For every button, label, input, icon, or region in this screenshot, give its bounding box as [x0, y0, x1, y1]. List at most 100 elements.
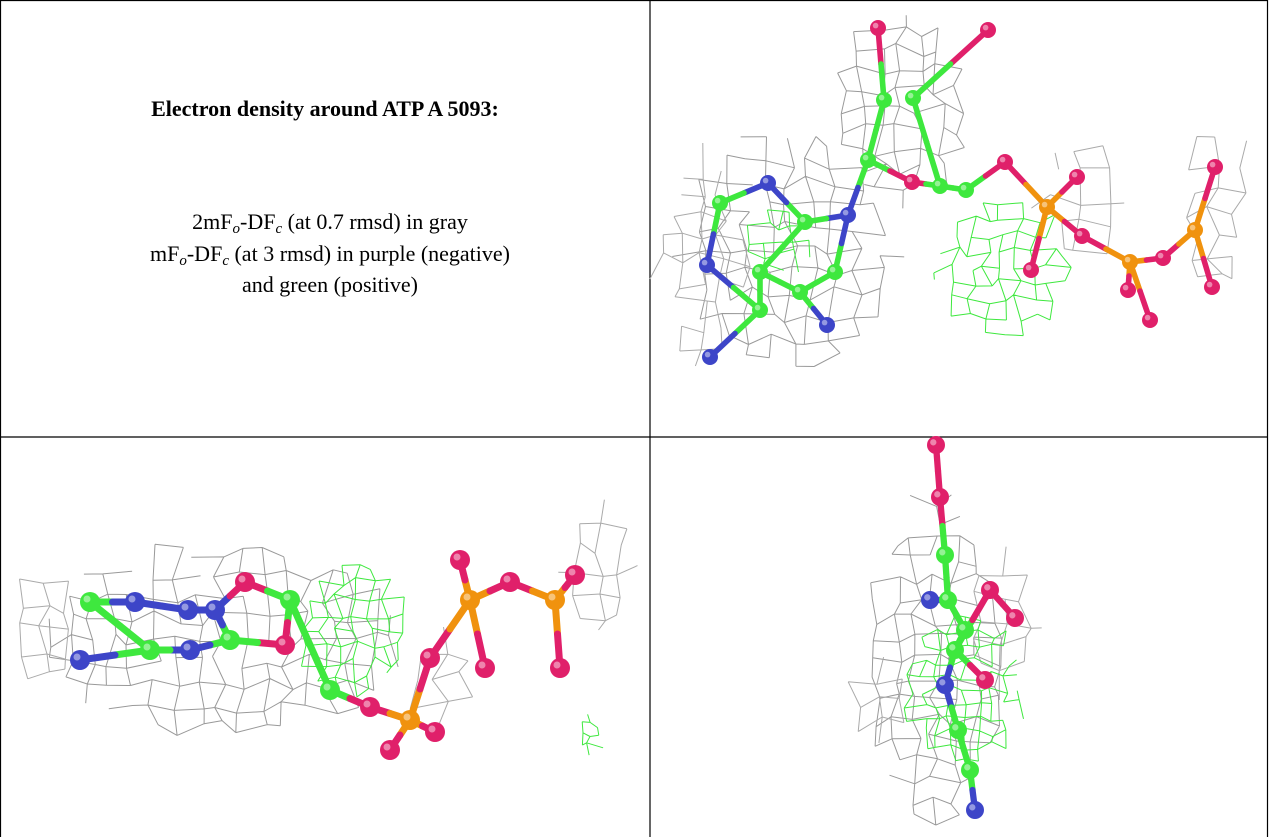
atom [997, 154, 1013, 170]
atom-highlight [1009, 612, 1015, 618]
atom [936, 546, 954, 564]
atom [275, 635, 295, 655]
atom-highlight [549, 594, 556, 601]
atom [1207, 159, 1223, 175]
atom-highlight [404, 714, 411, 721]
atom-highlight [795, 287, 801, 293]
atom-highlight [284, 594, 291, 601]
legend-line: mFo-DFc (at 3 rmsd) in purple (negative) [0, 238, 660, 270]
table-grid [0, 0, 1276, 837]
atom [550, 658, 570, 678]
atom-highlight [755, 267, 761, 273]
atom-highlight [961, 185, 967, 191]
atom [946, 641, 964, 659]
atom-highlight [1077, 231, 1083, 237]
atom-highlight [429, 726, 436, 733]
subscript: o [179, 253, 187, 269]
atom [931, 488, 949, 506]
atom [205, 600, 225, 620]
atom [905, 90, 921, 106]
atom-highlight [1026, 265, 1032, 271]
atom-highlight [182, 604, 189, 611]
density-mesh [558, 500, 637, 630]
atom-highlight [1042, 202, 1048, 208]
atom-highlight [1072, 172, 1078, 178]
atom-highlight [129, 596, 136, 603]
atom [178, 600, 198, 620]
atom-highlight [942, 594, 948, 600]
atom-highlight [879, 95, 885, 101]
atom-highlight [184, 644, 191, 651]
atom [1039, 199, 1055, 215]
atom-highlight [1158, 253, 1164, 259]
atom-highlight [74, 654, 81, 661]
atom-highlight [424, 652, 431, 659]
atom [235, 572, 255, 592]
atom [1187, 222, 1203, 238]
atom [792, 284, 808, 300]
atom [819, 317, 835, 333]
molecule-images [20, 15, 1247, 825]
atom-highlight [755, 305, 761, 311]
text: 2mF [192, 209, 232, 234]
atom [752, 264, 768, 280]
atom [425, 722, 445, 742]
atom [545, 590, 565, 610]
atom-highlight [324, 684, 331, 691]
atom [980, 22, 996, 38]
atom [958, 182, 974, 198]
atom-highlight [934, 491, 940, 497]
atom [904, 174, 920, 190]
atom-highlight [930, 439, 936, 445]
subscript: o [233, 221, 241, 237]
atom-highlight [715, 198, 721, 204]
atom-highlight [959, 624, 965, 630]
atom [860, 152, 876, 168]
atom [320, 680, 340, 700]
text: mF [150, 241, 179, 266]
atom-highlight [224, 634, 231, 641]
legend-line: 2mFo-DFc (at 0.7 rmsd) in gray [0, 206, 660, 238]
atom-highlight [843, 210, 849, 216]
atom [876, 92, 892, 108]
atom [380, 740, 400, 760]
atom [360, 697, 380, 717]
atom [927, 436, 945, 454]
text: (at 0.7 rmsd) in gray [282, 209, 468, 234]
text: (at 3 rmsd) in purple (negative) [229, 241, 510, 266]
atom-highlight [863, 155, 869, 161]
atom-highlight [1123, 285, 1129, 291]
atom-highlight [464, 594, 471, 601]
atom [1155, 250, 1171, 266]
atom [280, 590, 300, 610]
atom [699, 257, 715, 273]
atom [870, 20, 886, 36]
atom-highlight [969, 804, 975, 810]
atom [981, 581, 999, 599]
atom [475, 658, 495, 678]
atom-highlight [907, 177, 913, 183]
density-mesh [582, 714, 603, 755]
legend: 2mFo-DFc (at 0.7 rmsd) in gray mFo-DFc (… [0, 206, 660, 301]
atom-highlight [209, 604, 216, 611]
atom-highlight [144, 644, 151, 651]
atom-highlight [939, 679, 945, 685]
atom [976, 671, 994, 689]
atom-highlight [1210, 162, 1216, 168]
atom-highlight [454, 554, 461, 561]
atom-highlight [364, 701, 371, 708]
text: -DF [187, 241, 222, 266]
atom [752, 302, 768, 318]
atom-highlight [984, 584, 990, 590]
atom [400, 710, 420, 730]
atom [420, 648, 440, 668]
atom-highlight [1207, 282, 1213, 288]
atom-highlight [384, 744, 391, 751]
atom [702, 349, 718, 365]
atom [450, 550, 470, 570]
atom-highlight [702, 260, 708, 266]
atom-highlight [830, 267, 836, 273]
atom-highlight [279, 639, 286, 646]
density-mesh [934, 203, 1071, 336]
density-mesh [871, 495, 1002, 825]
